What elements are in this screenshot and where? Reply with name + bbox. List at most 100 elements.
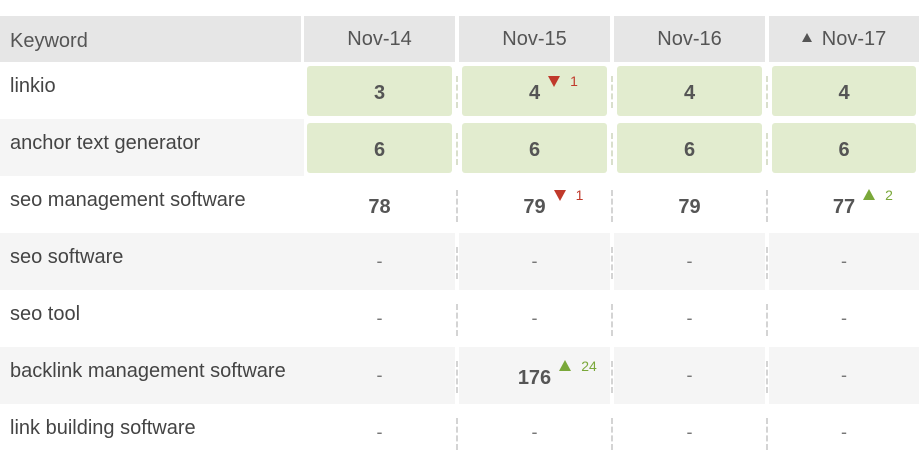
rank-cell: - (614, 233, 765, 290)
table-row: seo tool - - - - (0, 290, 919, 347)
rank-value-text: 3 (373, 82, 386, 104)
rank-change-amount: 1 (570, 73, 578, 89)
rank-cell: 6 (304, 119, 455, 176)
column-divider (766, 304, 768, 336)
rank-value-text: - (376, 365, 383, 385)
no-rank-value: - (841, 365, 847, 386)
no-rank-value: - (687, 365, 693, 386)
rank-cell: - (304, 404, 455, 461)
rank-change-down: 1 (548, 73, 578, 89)
rank-value: 6 (838, 139, 849, 162)
rank-cell: - (459, 290, 610, 347)
rank-value: 6 (684, 139, 695, 162)
rank-value-text: 4 (528, 82, 541, 104)
table-row: linkio 3 4 1 4 4 (0, 62, 919, 119)
no-rank-value: - (377, 422, 383, 443)
top-rank-highlight (617, 66, 762, 116)
rank-value-text: 79 (523, 196, 546, 218)
keyword-cell: seo tool (10, 303, 81, 325)
no-rank-value: - (841, 251, 847, 272)
date-column-label: Nov-14 (347, 28, 412, 50)
column-divider (456, 133, 458, 165)
rank-cell: 6 (614, 119, 765, 176)
rank-cell: 79 1 (459, 176, 610, 233)
date-column-header[interactable]: Nov-16 (614, 16, 765, 62)
top-rank-highlight (772, 123, 916, 173)
column-divider (766, 418, 768, 450)
rank-value-text: - (531, 422, 538, 442)
column-divider (456, 418, 458, 450)
rank-value-text: - (376, 251, 383, 271)
column-divider (456, 304, 458, 336)
column-divider (456, 247, 458, 279)
top-rank-highlight (617, 123, 762, 173)
rank-value: 6 (529, 139, 540, 162)
triangle-up-icon (863, 189, 876, 200)
rank-cell: - (769, 347, 919, 404)
no-rank-value: - (377, 251, 383, 272)
rank-value: 6 (374, 139, 385, 162)
column-divider (766, 76, 768, 108)
no-rank-value: - (687, 422, 693, 443)
rank-cell: 79 (614, 176, 765, 233)
rank-value-text: - (841, 308, 847, 328)
rank-value-text: 78 (368, 196, 391, 218)
table-header: Keyword Nov-14 Nov-15 Nov-16 Nov-17 (0, 16, 919, 62)
rank-cell: - (769, 290, 919, 347)
rank-value-text: - (376, 422, 383, 442)
rank-value: 77 2 (832, 187, 893, 219)
column-divider (766, 361, 768, 393)
no-rank-value: - (377, 365, 383, 386)
rank-cell: - (769, 233, 919, 290)
rank-value-text: 77 (832, 196, 856, 218)
date-column-header-sorted[interactable]: Nov-17 (769, 16, 919, 62)
no-rank-value: - (532, 251, 538, 272)
table-row: seo software - - - - (0, 233, 919, 290)
column-divider (456, 190, 458, 222)
top-rank-highlight (462, 123, 607, 173)
rank-value-text: - (686, 365, 693, 385)
column-divider (611, 190, 613, 222)
date-column-label: Nov-15 (502, 28, 567, 50)
rank-cell: 6 (459, 119, 610, 176)
rank-cell: - (614, 347, 765, 404)
rank-cell: 4 (769, 62, 919, 119)
table-row: anchor text generator 6 6 6 6 (0, 119, 919, 176)
column-divider (611, 304, 613, 336)
keyword-column-label: Keyword (10, 30, 88, 52)
rank-change-amount: 1 (575, 187, 584, 203)
rank-cell: - (459, 404, 610, 461)
rank-cell: 77 2 (769, 176, 919, 233)
rank-cell: - (304, 290, 455, 347)
rank-value-text: 4 (683, 82, 696, 104)
column-divider (456, 361, 458, 393)
rank-value-text: - (686, 308, 693, 328)
no-rank-value: - (841, 422, 847, 443)
column-divider (611, 247, 613, 279)
rank-cell: 4 (614, 62, 765, 119)
rank-value-text: - (531, 308, 538, 328)
triangle-down-icon (548, 76, 561, 87)
triangle-down-icon (553, 190, 566, 201)
rank-value-text: 6 (838, 139, 850, 161)
no-rank-value: - (841, 308, 847, 329)
rank-value: 3 (374, 82, 385, 105)
date-column-header[interactable]: Nov-14 (304, 16, 455, 62)
rank-value-text: 6 (683, 139, 696, 161)
column-divider (766, 247, 768, 279)
rank-cell: 3 (304, 62, 455, 119)
date-column-label: Nov-17 (821, 28, 887, 50)
rank-value-text: 6 (373, 139, 386, 161)
rank-change-down: 1 (553, 187, 584, 203)
column-divider (611, 76, 613, 108)
keyword-cell: anchor text generator (0, 119, 304, 176)
rank-change-amount: 24 (581, 358, 597, 374)
date-column-header[interactable]: Nov-15 (459, 16, 610, 62)
keyword-column-header[interactable]: Keyword (0, 16, 301, 62)
keyword-cell: seo software (0, 233, 304, 290)
keyword-cell: link building software (10, 417, 196, 439)
rank-cell: - (304, 347, 455, 404)
rank-cell: - (614, 290, 765, 347)
rank-cell: - (614, 404, 765, 461)
